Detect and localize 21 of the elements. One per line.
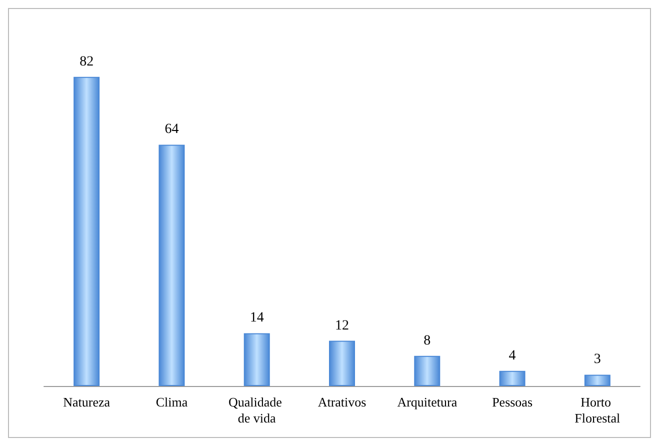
bar [414,356,440,386]
x-tick-label: Horto Florestal [574,394,621,426]
bar [329,340,355,386]
data-label: 3 [594,352,601,368]
bar [244,333,270,386]
x-tick-label: Arquitetura [397,394,458,410]
bar [74,76,100,386]
data-label: 8 [424,333,431,348]
x-tick-label: Atrativos [318,394,366,410]
bar [499,370,526,386]
x-tick-label: Qualidade de vida [228,394,286,426]
x-tick-label: Clima [156,394,188,410]
x-tick-label: Natureza [63,394,110,410]
data-label: 14 [250,310,264,326]
bar [158,144,185,386]
x-tick-label: Pessoas [492,394,533,410]
data-label: 4 [508,348,516,364]
data-label: 12 [335,318,349,334]
data-label: 82 [80,54,94,70]
data-label: 64 [164,122,179,138]
bar [584,374,610,386]
